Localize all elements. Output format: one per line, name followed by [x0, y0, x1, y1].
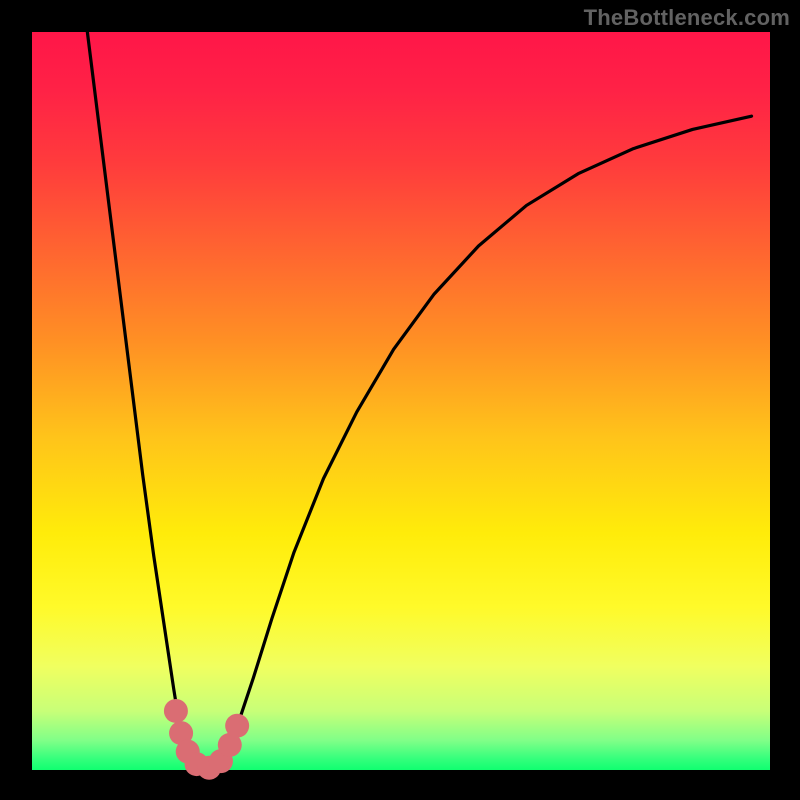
attribution-watermark: TheBottleneck.com — [584, 5, 790, 31]
bottleneck-chart-svg — [0, 0, 800, 800]
highlight-marker — [164, 699, 188, 723]
highlight-marker — [225, 714, 249, 738]
plot-background-gradient — [32, 32, 770, 770]
figure-root: TheBottleneck.com — [0, 0, 800, 800]
